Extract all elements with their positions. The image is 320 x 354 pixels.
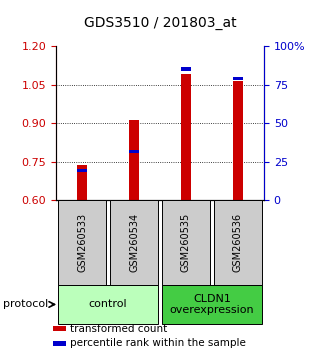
Text: control: control bbox=[89, 299, 127, 309]
Bar bbox=[77, 169, 87, 172]
Bar bbox=[181, 74, 191, 200]
Text: CLDN1
overexpression: CLDN1 overexpression bbox=[170, 293, 254, 315]
Text: GDS3510 / 201803_at: GDS3510 / 201803_at bbox=[84, 16, 236, 30]
Text: transformed count: transformed count bbox=[70, 324, 168, 333]
Text: GSM260536: GSM260536 bbox=[233, 213, 243, 272]
Text: GSM260534: GSM260534 bbox=[129, 213, 139, 272]
Bar bbox=[233, 81, 243, 200]
Bar bbox=[181, 68, 191, 71]
Bar bbox=[77, 165, 87, 200]
Text: protocol: protocol bbox=[3, 299, 48, 309]
Bar bbox=[233, 77, 243, 80]
Text: GSM260535: GSM260535 bbox=[181, 213, 191, 272]
Text: percentile rank within the sample: percentile rank within the sample bbox=[70, 338, 246, 348]
Bar bbox=[129, 120, 139, 200]
Bar bbox=[129, 150, 139, 153]
Text: GSM260533: GSM260533 bbox=[77, 213, 87, 272]
